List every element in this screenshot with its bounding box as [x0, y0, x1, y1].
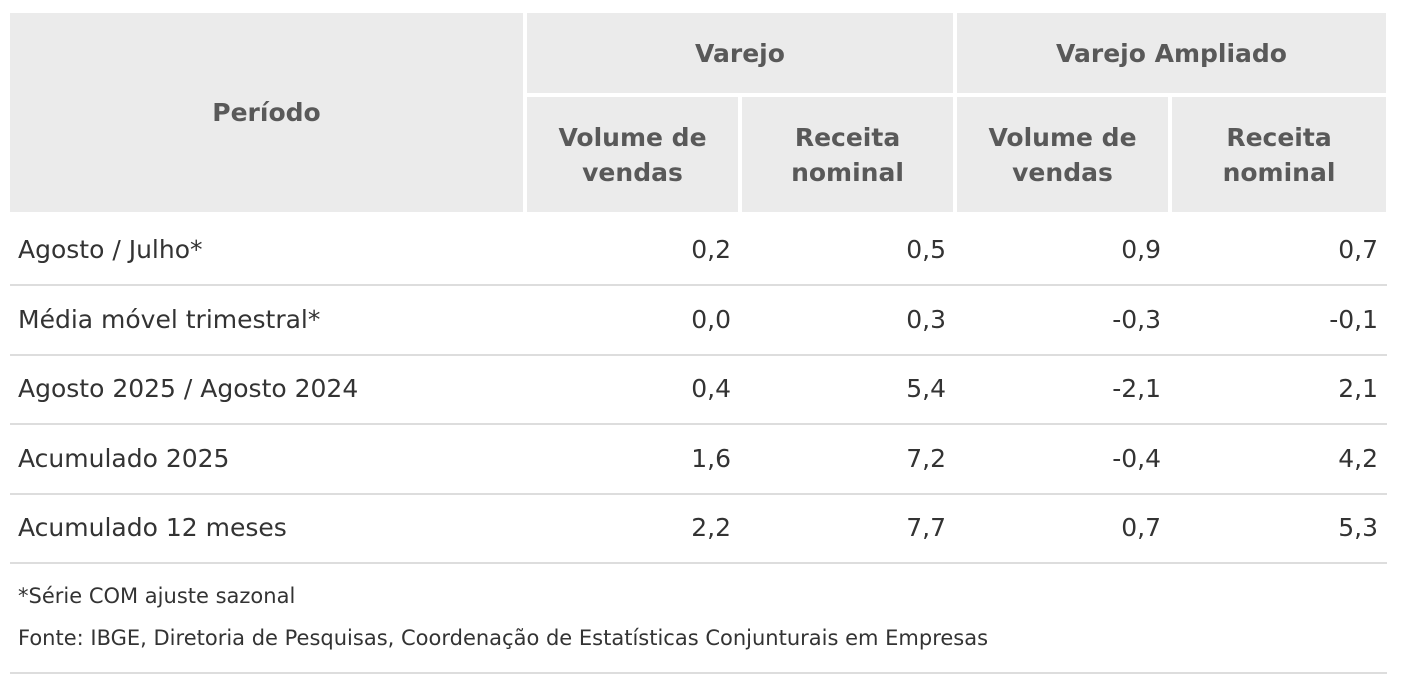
period-header: Período: [10, 13, 523, 212]
cell-value: 0,7: [1338, 235, 1378, 264]
cell-value: 2,1: [1338, 374, 1378, 403]
row-label: Agosto / Julho*: [18, 235, 203, 264]
group-header: Varejo: [527, 13, 953, 93]
header-text: Receita nominal: [791, 122, 904, 187]
row-rule: [10, 423, 1387, 425]
cell-value: 7,7: [906, 513, 946, 542]
row-rule: [10, 284, 1387, 286]
row-label: Acumulado 2025: [18, 444, 230, 473]
header-text: Varejo: [695, 38, 785, 68]
cell-value: 0,0: [691, 305, 731, 334]
header-text: Volume de vendas: [988, 122, 1137, 187]
subcolumn-header: Volume de vendas: [957, 97, 1168, 212]
cell-value: 4,2: [1338, 444, 1378, 473]
header-text: Período: [212, 98, 321, 127]
bottom-rule: [10, 672, 1387, 674]
source-note: Fonte: IBGE, Diretoria de Pesquisas, Coo…: [18, 626, 989, 650]
row-label: Média móvel trimestral*: [18, 305, 321, 334]
cell-value: 0,7: [1121, 513, 1161, 542]
cell-value: 0,2: [691, 235, 731, 264]
row-rule: [10, 562, 1387, 564]
cell-value: -0,3: [1112, 305, 1161, 334]
cell-value: 0,3: [906, 305, 946, 334]
row-label: Acumulado 12 meses: [18, 513, 287, 542]
row-rule: [10, 354, 1387, 356]
subcolumn-header: Volume de vendas: [527, 97, 738, 212]
cell-value: 1,6: [691, 444, 731, 473]
cell-value: 0,4: [691, 374, 731, 403]
cell-value: 7,2: [906, 444, 946, 473]
cell-value: -2,1: [1112, 374, 1161, 403]
header-text: Varejo Ampliado: [1056, 38, 1287, 68]
cell-value: 5,4: [906, 374, 946, 403]
subcolumn-header: Receita nominal: [1172, 97, 1386, 212]
cell-value: 0,9: [1121, 235, 1161, 264]
row-label: Agosto 2025 / Agosto 2024: [18, 374, 359, 403]
footnote: *Série COM ajuste sazonal: [18, 584, 296, 608]
subcolumn-header: Receita nominal: [742, 97, 953, 212]
header-text: Volume de vendas: [558, 122, 707, 187]
cell-value: 2,2: [691, 513, 731, 542]
cell-value: 5,3: [1338, 513, 1378, 542]
cell-value: 0,5: [906, 235, 946, 264]
cell-value: -0,1: [1329, 305, 1378, 334]
group-header: Varejo Ampliado: [957, 13, 1386, 93]
header-text: Receita nominal: [1222, 122, 1336, 187]
row-rule: [10, 493, 1387, 495]
cell-value: -0,4: [1112, 444, 1161, 473]
